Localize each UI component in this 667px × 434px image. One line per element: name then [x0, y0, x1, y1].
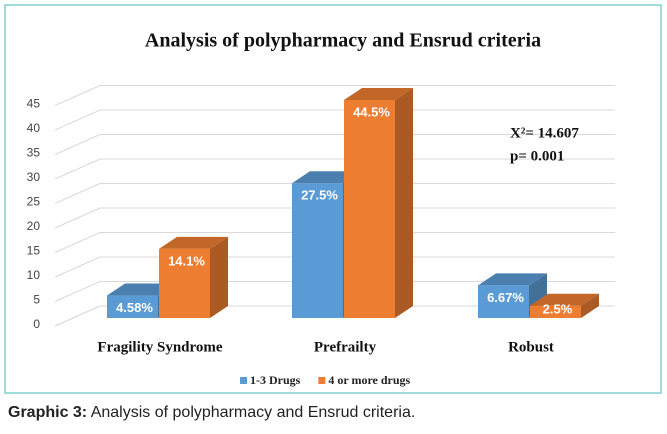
- y-tick-label: 0: [33, 317, 40, 331]
- data-label: 6.67%: [487, 290, 524, 305]
- chart: Analysis of polypharmacy and Ensrud crit…: [4, 4, 662, 394]
- x-tick-label: Fragility Syndrome: [97, 339, 222, 355]
- bar-side: [395, 87, 413, 318]
- data-label: 27.5%: [301, 188, 338, 203]
- bar: [107, 295, 158, 318]
- legend-swatch: [318, 377, 326, 384]
- data-label: 4.58%: [116, 300, 153, 315]
- chart-title: Analysis of polypharmacy and Ensrud crit…: [145, 30, 541, 52]
- bar-side: [210, 236, 228, 318]
- grid-line: [54, 256, 615, 278]
- grid-line: [54, 281, 615, 302]
- y-tick-label: 5: [33, 293, 40, 307]
- caption-label: Graphic 3:: [8, 404, 88, 421]
- x-tick-label: Prefrailty: [314, 339, 377, 355]
- grid-line: [54, 109, 615, 131]
- y-tick-label: 45: [27, 97, 41, 111]
- grid-line: [54, 85, 615, 106]
- annotation: X²= 14.607: [510, 125, 579, 141]
- grid-line: [54, 183, 615, 204]
- legend-label: 4 or more drugs: [328, 373, 410, 387]
- grid-line: [54, 207, 615, 229]
- bar: [530, 305, 581, 318]
- y-tick-label: 35: [27, 146, 41, 160]
- caption-text: Analysis of polypharmacy and Ensrud crit…: [87, 404, 416, 421]
- data-label: 44.5%: [353, 104, 390, 119]
- bar-top: [107, 283, 176, 296]
- bar: [344, 99, 395, 318]
- annotation: p= 0.001: [510, 148, 564, 164]
- legend-label: 1-3 Drugs: [250, 373, 301, 387]
- y-tick-label: 25: [27, 195, 41, 209]
- bar-top: [530, 293, 599, 306]
- y-tick-label: 15: [27, 244, 41, 258]
- bar-side: [581, 293, 599, 318]
- data-label: 14.1%: [168, 253, 205, 268]
- bar: [292, 183, 343, 318]
- grid-line: [54, 232, 615, 253]
- bar: [159, 248, 210, 318]
- legend-swatch: [240, 377, 247, 384]
- data-label: 2.5%: [543, 301, 573, 316]
- bar-top: [478, 273, 547, 286]
- bar-top: [292, 171, 361, 184]
- bar-top: [159, 236, 228, 249]
- bar-top: [344, 87, 413, 100]
- y-tick-label: 30: [27, 170, 41, 184]
- caption: Graphic 3: Analysis of polypharmacy and …: [8, 404, 415, 422]
- y-tick-label: 20: [27, 219, 41, 233]
- y-tick-label: 10: [27, 268, 41, 282]
- x-tick-label: Robust: [508, 339, 554, 355]
- y-tick-label: 40: [27, 121, 41, 135]
- grid-line: [54, 305, 615, 327]
- grid-line: [54, 158, 615, 180]
- bar: [478, 285, 529, 318]
- grid-line: [54, 134, 615, 155]
